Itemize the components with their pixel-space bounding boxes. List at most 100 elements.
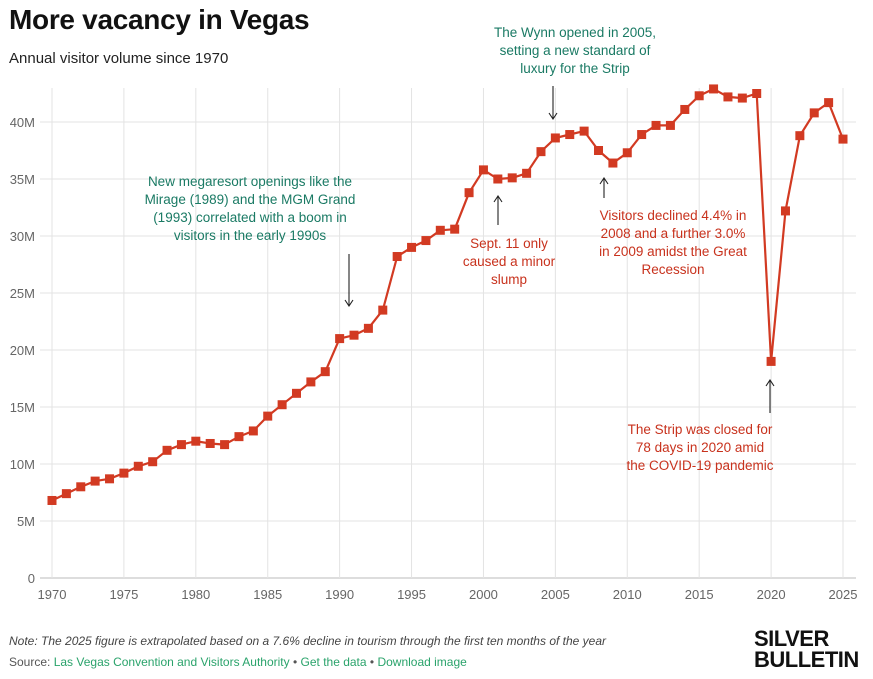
data-point [493,174,503,184]
y-tick-label: 30M [10,229,35,244]
silver-bulletin-logo: SILVER BULLETIN [754,626,859,672]
x-tick-label: 1990 [325,587,354,602]
data-point [637,130,647,140]
data-point [665,120,675,130]
separator: • [289,655,301,669]
data-point [176,440,186,450]
annotation-covid: The Strip was closed for 78 days in 2020… [600,421,800,475]
data-point [76,482,86,492]
annotation-line: 78 days in 2020 amid [635,440,765,455]
data-point [651,120,661,130]
y-tick-label: 15M [10,400,35,415]
data-point [780,206,790,216]
logo-line: BULLETIN [754,647,859,672]
x-tick-label: 1970 [38,587,67,602]
data-point [421,236,431,246]
data-point [407,242,417,252]
source-link[interactable]: Las Vegas Convention and Visitors Author… [53,655,290,669]
data-point [622,148,632,158]
data-point [838,134,848,144]
data-point [752,89,762,98]
annotation-recession: Visitors declined 4.4% in 2008 and a fur… [568,207,778,279]
y-tick-label: 0 [28,571,35,586]
x-tick-label: 1995 [397,587,426,602]
annotation-line: Sept. 11 only [470,236,548,251]
data-point [61,489,71,499]
annotation-line: Mirage (1989) and the MGM Grand [144,192,356,207]
data-point [536,147,546,157]
data-point [579,126,589,136]
covid-arrow-head [765,379,775,387]
data-point [205,438,215,448]
megaresort-arrow-head [344,299,354,307]
y-tick-label: 35M [10,172,35,187]
data-point [464,188,474,198]
annotation-line: visitors in the early 1990s [173,228,327,243]
data-point [119,468,129,478]
data-point [234,432,244,442]
data-point [320,367,330,377]
data-point [694,91,704,101]
annotation-megaresort: New megaresort openings like the Mirage … [110,173,390,245]
recession-arrow-head [599,177,609,185]
data-point [277,400,287,410]
annotation-line: caused a minor [462,254,556,269]
data-point [220,440,230,450]
x-tick-label: 2000 [469,587,498,602]
annotation-line: The Wynn opened in 2005, [494,25,656,40]
data-point [363,323,373,333]
data-point [263,411,273,421]
x-tick-label: 1980 [181,587,210,602]
annotation-line: luxury for the Strip [520,61,630,76]
data-point [148,457,158,467]
annotation-wynn: The Wynn opened in 2005, setting a new s… [470,24,680,78]
data-point [90,476,100,486]
data-point [162,445,172,455]
sept11-arrow-head [493,195,503,203]
source-line: Source: Las Vegas Convention and Visitor… [9,655,467,669]
get-data-link[interactable]: Get the data [300,655,367,669]
data-point [680,104,690,114]
data-point [105,474,115,484]
annotation-line: (1993) correlated with a boom in [153,210,347,225]
x-tick-label: 2005 [541,587,570,602]
data-point [795,131,805,141]
data-point [766,356,776,366]
data-point [478,165,488,175]
annotation-line: Recession [641,262,705,277]
x-tick-label: 2025 [829,587,858,602]
chart-title: More vacancy in Vegas [9,4,310,35]
data-point [565,130,575,140]
annotation-line: 2008 and a further 3.0% [600,226,746,241]
wynn-arrow-head [548,112,558,120]
x-tick-label: 1975 [109,587,138,602]
data-point [709,84,719,94]
annotation-line: setting a new standard of [499,43,651,58]
download-image-link[interactable]: Download image [377,655,467,669]
data-point [723,92,733,102]
data-point [335,334,345,344]
data-point [550,133,560,143]
data-point [507,173,517,183]
data-point [594,146,604,155]
footnote: Note: The 2025 figure is extrapolated ba… [9,634,607,648]
x-tick-label: 2015 [685,587,714,602]
y-tick-label: 25M [10,286,35,301]
data-point [450,224,460,234]
data-point [824,98,834,108]
data-point [291,388,301,398]
source-prefix: Source: [9,655,54,669]
annotation-line: slump [490,272,527,287]
chart-subtitle: Annual visitor volume since 1970 [9,50,229,67]
annotation-line: New megaresort openings like the [147,174,353,189]
data-point [378,305,388,315]
data-point [47,495,57,505]
logo-line: SILVER [754,626,829,651]
data-point [133,461,143,471]
data-point [608,158,618,168]
annotation-line: The Strip was closed for [627,422,773,437]
data-point [191,436,201,446]
data-point [306,377,316,387]
data-point [435,225,445,235]
